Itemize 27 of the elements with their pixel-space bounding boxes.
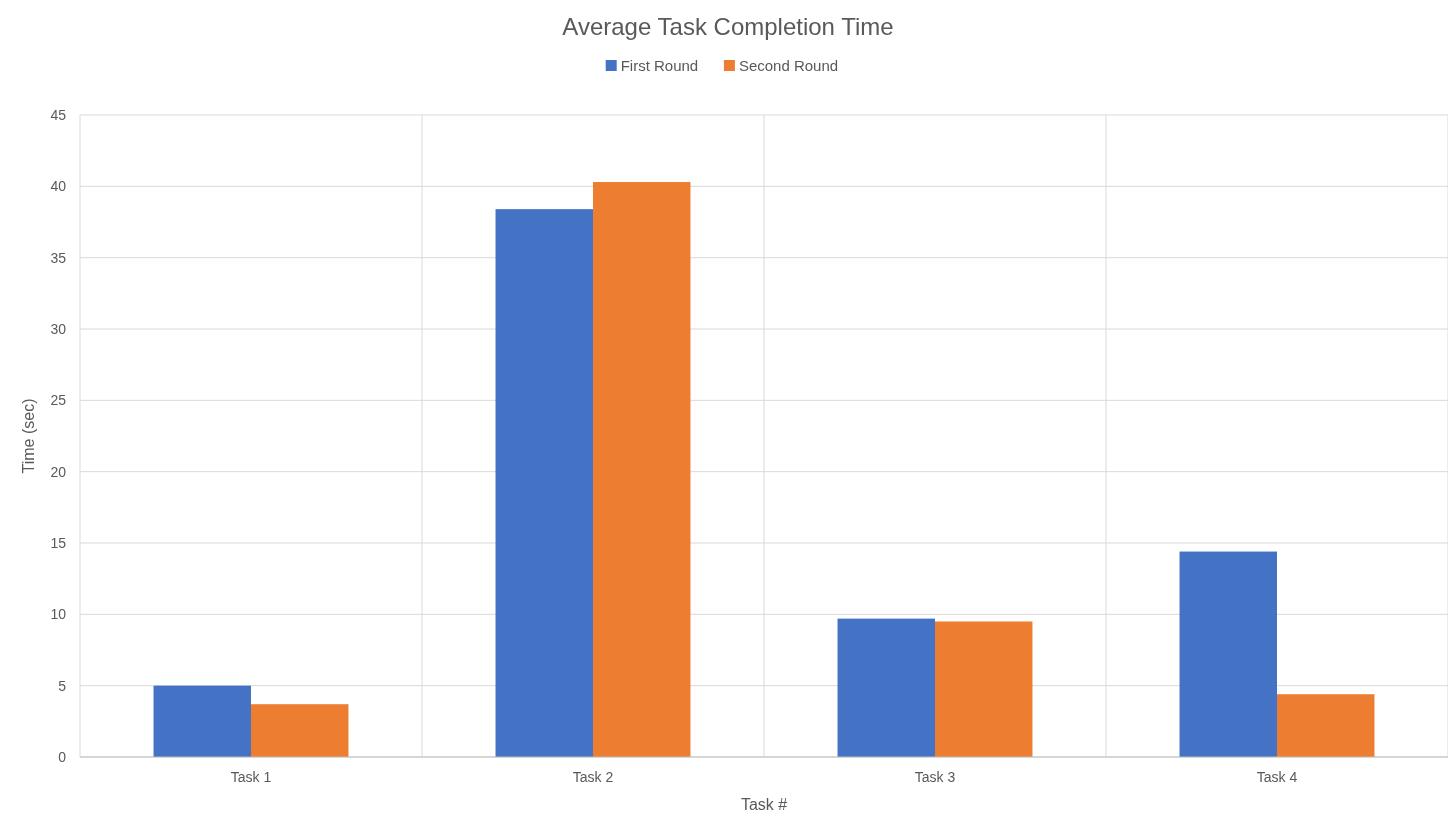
y-tick-label: 15 — [50, 534, 67, 551]
x-tick-label: Task 2 — [572, 769, 614, 785]
x-axis-title: Task # — [740, 796, 788, 813]
x-tick-label: Task 1 — [230, 769, 272, 785]
bar — [251, 704, 349, 757]
y-axis-title: Time (sec) — [20, 398, 37, 474]
y-tick-label: 30 — [50, 320, 67, 337]
bar — [593, 182, 691, 757]
legend-label: First Round — [620, 57, 699, 74]
y-tick-label: 25 — [50, 392, 67, 409]
x-tick-label: Task 4 — [1256, 769, 1298, 785]
y-tick-label: 20 — [50, 463, 67, 480]
bar — [837, 618, 935, 757]
bar — [1277, 694, 1375, 757]
y-tick-label: 45 — [50, 106, 67, 123]
y-tick-label: 40 — [50, 178, 67, 195]
bar — [153, 685, 251, 757]
y-tick-label: 5 — [58, 677, 67, 694]
legend-label: Second Round — [738, 57, 839, 74]
y-tick-label: 35 — [50, 249, 67, 266]
bar — [1179, 551, 1277, 757]
bar — [495, 209, 593, 757]
chart-title: Average Task Completion Time — [562, 13, 894, 40]
y-tick-label: 10 — [50, 606, 67, 623]
y-tick-label: 0 — [58, 748, 67, 765]
x-tick-label: Task 3 — [914, 769, 956, 785]
bar — [935, 621, 1033, 757]
